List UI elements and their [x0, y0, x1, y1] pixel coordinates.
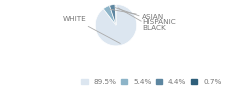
- Wedge shape: [95, 4, 137, 46]
- Legend: 89.5%, 5.4%, 4.4%, 0.7%: 89.5%, 5.4%, 4.4%, 0.7%: [81, 79, 222, 85]
- Text: HISPANIC: HISPANIC: [115, 8, 175, 26]
- Wedge shape: [109, 4, 116, 25]
- Text: WHITE: WHITE: [63, 16, 120, 44]
- Text: BLACK: BLACK: [118, 8, 166, 31]
- Wedge shape: [103, 6, 116, 25]
- Text: ASIAN: ASIAN: [110, 9, 164, 20]
- Wedge shape: [115, 4, 116, 25]
